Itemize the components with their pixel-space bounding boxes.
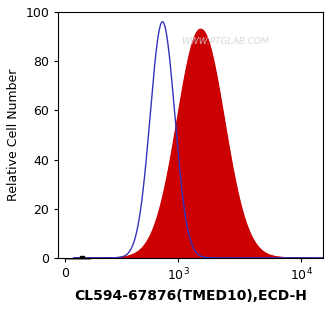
Y-axis label: Relative Cell Number: Relative Cell Number [7,69,20,201]
X-axis label: CL594-67876(TMED10),ECD-H: CL594-67876(TMED10),ECD-H [74,289,307,303]
Text: WWW.PTGLAB.COM: WWW.PTGLAB.COM [181,37,269,46]
